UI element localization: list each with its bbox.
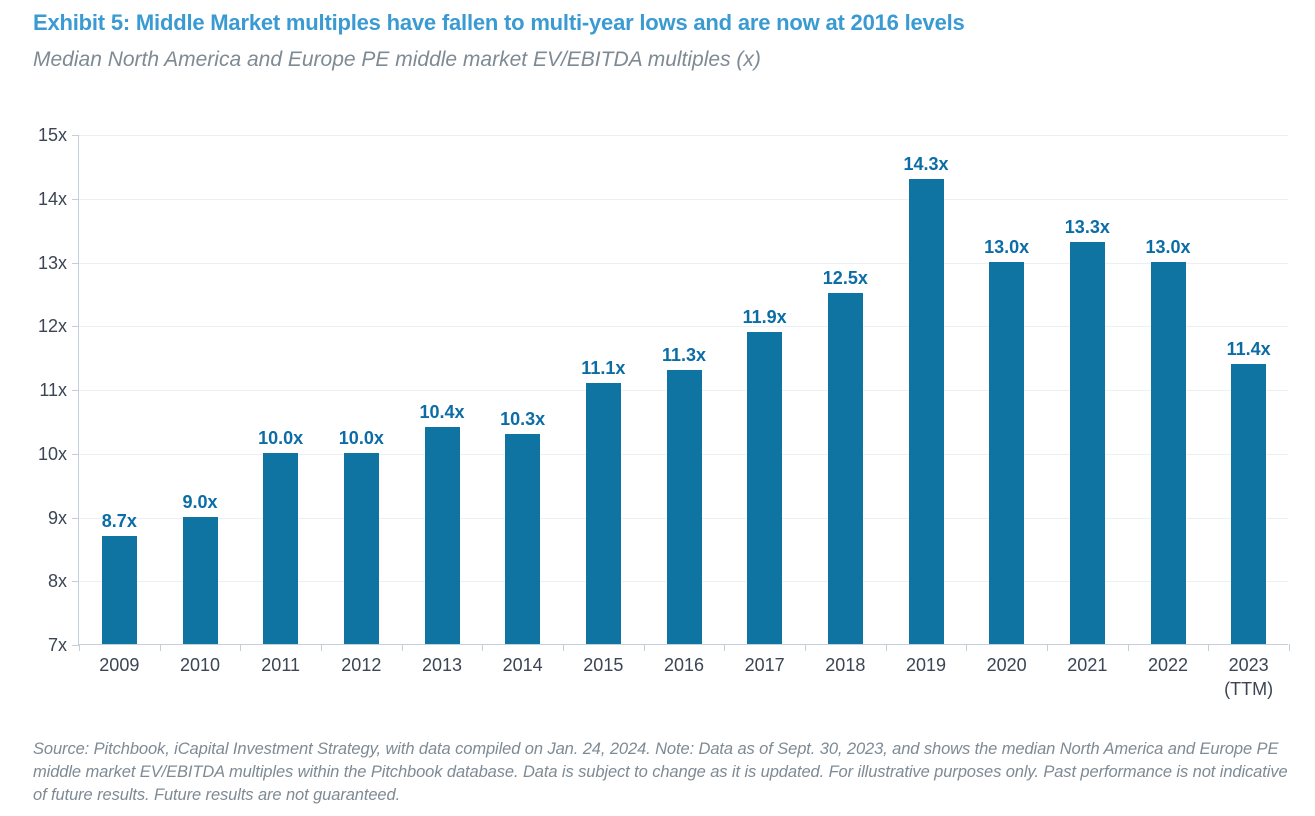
x-axis-tick bbox=[159, 644, 161, 651]
bar-value-label: 11.4x bbox=[1226, 338, 1271, 359]
x-axis-label: 2023 (TTM) bbox=[1224, 655, 1274, 699]
y-axis-tick bbox=[72, 198, 79, 200]
exhibit-title: Exhibit 5: Middle Market multiples have … bbox=[33, 10, 965, 35]
bar bbox=[1231, 363, 1267, 644]
bar-value-label: 10.0x bbox=[258, 427, 304, 448]
x-axis-tick bbox=[1047, 644, 1048, 651]
bar-value-label: 11.3x bbox=[661, 344, 707, 365]
x-axis-label: 2011 bbox=[261, 655, 301, 675]
bar bbox=[505, 433, 541, 644]
x-axis-label: 2014 bbox=[502, 655, 543, 675]
x-axis-label: 2019 bbox=[905, 655, 946, 675]
y-axis-label: 15x bbox=[37, 125, 67, 145]
x-axis-label: 2010 bbox=[179, 655, 220, 675]
y-axis-tick bbox=[72, 262, 79, 264]
x-axis-tick bbox=[724, 644, 726, 651]
gridline bbox=[79, 198, 1288, 200]
y-axis-tick bbox=[72, 390, 79, 391]
bar-chart: 7x 8x 9x 10x 11x 12x 13x 14x 15x 8.7x 2009 9.0x 2010… bbox=[38, 125, 1290, 699]
y-axis-tick bbox=[72, 581, 79, 583]
y-axis-label: 12x bbox=[37, 316, 67, 337]
x-axis-label: 2013 bbox=[421, 655, 462, 675]
x-axis-tick bbox=[240, 644, 242, 651]
gridline bbox=[79, 326, 1288, 328]
x-axis-label: 2020 bbox=[986, 655, 1027, 675]
bar bbox=[585, 382, 621, 644]
x-axis-tick bbox=[1289, 644, 1290, 651]
gridline bbox=[79, 262, 1288, 264]
y-axis-tick bbox=[72, 517, 79, 519]
y-axis-label: 13x bbox=[37, 252, 67, 273]
x-axis-label: 2022 bbox=[1147, 655, 1188, 675]
y-axis-label: 11x bbox=[39, 380, 67, 400]
x-axis-tick bbox=[885, 644, 887, 651]
bar bbox=[424, 427, 460, 644]
bar bbox=[989, 261, 1025, 644]
bar-value-label: 11.1x bbox=[581, 357, 626, 378]
x-axis-tick bbox=[482, 644, 484, 651]
bar-value-label: 11.9x bbox=[742, 306, 787, 327]
bar bbox=[343, 452, 379, 644]
plot-area: 7x 8x 9x 10x 11x 12x 13x 14x 15x 8.7x 2009 9.0x 2010… bbox=[38, 125, 1290, 699]
y-axis-label: 9x bbox=[47, 507, 67, 528]
exhibit-subtitle: Median North America and Europe PE middl… bbox=[33, 48, 761, 71]
bar bbox=[666, 369, 702, 644]
bar-value-label: 10.3x bbox=[500, 408, 546, 429]
x-axis-label: 2018 bbox=[825, 655, 866, 675]
x-axis-label: 2016 bbox=[663, 655, 704, 675]
x-axis-tick bbox=[401, 644, 403, 651]
x-axis-tick bbox=[966, 644, 968, 651]
x-axis-tick bbox=[563, 644, 564, 651]
x-axis-label: 2017 bbox=[744, 655, 785, 675]
x-axis-tick bbox=[321, 644, 322, 651]
x-axis-tick bbox=[1208, 644, 1210, 651]
y-axis-label: 8x bbox=[47, 571, 67, 592]
bar-value-label: 14.3x bbox=[903, 153, 949, 174]
y-axis-tick bbox=[72, 645, 79, 646]
bar bbox=[101, 535, 137, 644]
y-axis-label: 7x bbox=[47, 635, 67, 655]
x-axis-tick bbox=[643, 644, 645, 651]
bar bbox=[747, 331, 783, 644]
gridline bbox=[79, 135, 1288, 136]
x-axis-label: 2009 bbox=[99, 655, 140, 675]
bar-value-label: 13.0x bbox=[1145, 236, 1191, 257]
x-axis-label: 2021 bbox=[1067, 655, 1108, 675]
y-axis-tick bbox=[72, 326, 79, 328]
bar bbox=[827, 293, 863, 644]
x-axis-label: 2015 bbox=[583, 655, 624, 675]
source-footnote: Source: Pitchbook, iCapital Investment S… bbox=[33, 740, 1288, 804]
y-axis-label: 14x bbox=[37, 188, 67, 209]
x-axis-label: 2012 bbox=[341, 655, 382, 675]
x-axis-tick bbox=[79, 644, 80, 651]
bar-value-label: 8.7x bbox=[101, 510, 137, 531]
y-axis-tick bbox=[72, 453, 79, 455]
y-axis-label: 10x bbox=[37, 443, 67, 464]
bar-value-label: 10.0x bbox=[338, 427, 384, 448]
bar bbox=[908, 178, 944, 644]
bar bbox=[1150, 261, 1186, 644]
bar-value-label: 12.5x bbox=[822, 268, 868, 289]
bar bbox=[1069, 242, 1105, 644]
bar-value-label: 9.0x bbox=[182, 491, 218, 512]
bar bbox=[263, 452, 299, 644]
bar-value-label: 13.0x bbox=[984, 236, 1030, 257]
y-axis-tick bbox=[72, 135, 79, 136]
x-axis-tick bbox=[1127, 644, 1129, 651]
bar-value-label: 13.3x bbox=[1064, 217, 1110, 238]
bar bbox=[182, 516, 218, 644]
bar-value-label: 10.4x bbox=[419, 402, 465, 423]
x-axis-tick bbox=[805, 644, 806, 651]
